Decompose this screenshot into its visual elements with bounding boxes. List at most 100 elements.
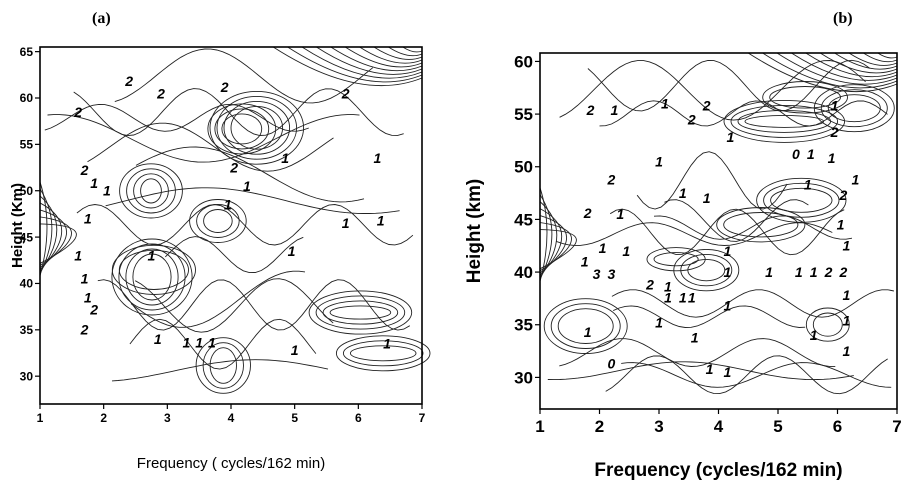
contour-label: 3 (608, 266, 616, 282)
contour-label: 1 (765, 264, 773, 280)
contour-line (388, 46, 423, 57)
contour-label: 1 (616, 206, 624, 222)
y-axis-label: Height (km) (464, 179, 485, 284)
contour-cell (315, 295, 406, 330)
x-tick-label: 2 (100, 411, 107, 425)
x-tick-label: 7 (419, 411, 426, 425)
contour-cell (196, 204, 240, 238)
contour-cell (214, 108, 270, 150)
contour-label: 1 (843, 343, 851, 359)
contour-cell (322, 300, 399, 325)
contour-line (47, 114, 360, 163)
contour-line (636, 151, 788, 210)
contour-cell (125, 248, 179, 306)
contour-cell (349, 345, 417, 362)
contour-cell (207, 103, 277, 155)
contour-cell (111, 238, 193, 316)
y-tick-label: 45 (514, 210, 533, 229)
contour-line (402, 46, 423, 53)
contour-label: 2 (80, 322, 89, 338)
contour-label: 1 (724, 243, 732, 259)
contour-line (762, 52, 898, 89)
contour-label: 2 (80, 162, 89, 178)
contour-cell (730, 104, 839, 138)
contour-cell (543, 298, 628, 354)
contour-cell (820, 89, 888, 128)
contour-label: 1 (584, 324, 592, 340)
contour-label: 0 (792, 146, 800, 162)
contour-label: 1 (724, 364, 732, 380)
contour-line (653, 215, 853, 240)
contour-label: 1 (655, 153, 663, 169)
contour-cell (335, 335, 431, 372)
contour-label: 2 (156, 85, 165, 101)
contour-cell (195, 337, 251, 394)
x-tick-label: 2 (595, 417, 604, 436)
panel-label: (b) (833, 10, 853, 27)
contour-label: 1 (703, 190, 711, 206)
contour-label: 1 (622, 243, 630, 259)
contour-label: 1 (727, 129, 735, 145)
contour-label: 2 (229, 159, 238, 175)
contour-line (805, 52, 898, 78)
contour-label: 1 (837, 217, 845, 233)
contour-label: 2 (73, 104, 82, 120)
contour-cell (653, 252, 699, 267)
contour-label: 1 (807, 146, 815, 162)
contour-line (819, 52, 898, 74)
contour-line (776, 52, 898, 85)
contour-line (559, 338, 836, 367)
contour-cell (132, 253, 172, 301)
x-tick-label: 7 (892, 417, 901, 436)
x-axis-label: Frequency (cycles/162 min) (594, 460, 842, 481)
contour-label: 1 (103, 183, 111, 199)
x-tick-label: 6 (833, 417, 842, 436)
contour-line (556, 222, 833, 246)
contour-cell (189, 199, 247, 243)
contour-cell (769, 86, 841, 109)
contour-label: 1 (374, 150, 382, 166)
contour-line (301, 46, 423, 79)
contour-line (129, 318, 317, 370)
x-axis-label: Frequency ( cycles/162 min) (137, 455, 325, 472)
contour-cell (812, 312, 843, 337)
contour-cell (680, 253, 733, 287)
y-tick-label: 35 (514, 316, 533, 335)
x-tick-label: 5 (773, 417, 782, 436)
panel-label: (a) (92, 10, 111, 27)
contour-label: 2 (607, 171, 616, 187)
contour-cell (119, 163, 183, 219)
x-tick-label: 1 (37, 411, 44, 425)
contour-label: 0 (608, 356, 616, 372)
x-tick-label: 1 (535, 417, 544, 436)
contour-label: 1 (851, 171, 859, 187)
contour-label: 1 (342, 215, 350, 231)
y-tick-label: 50 (20, 184, 34, 198)
x-tick-label: 6 (355, 411, 362, 425)
contour-cell (133, 173, 169, 209)
contour-label: 1 (724, 264, 732, 280)
contour-cell (230, 105, 284, 150)
contour-line (272, 46, 423, 87)
contour-line (791, 52, 898, 81)
y-tick-label: 55 (20, 138, 34, 152)
contour-line (664, 199, 809, 242)
contour-cell (550, 303, 621, 349)
contour-cell (687, 258, 726, 282)
contour-line (547, 361, 854, 381)
contour-line (599, 100, 888, 127)
contour-cell (118, 243, 186, 311)
contour-line (613, 305, 806, 328)
contour-line (611, 289, 894, 318)
y-tick-label: 60 (20, 91, 34, 105)
contour-cell (646, 247, 706, 272)
contour-line (559, 60, 866, 121)
contour-line (105, 187, 400, 214)
contour-line (587, 59, 871, 112)
contour-label: 2 (645, 277, 654, 293)
contour-label: 1 (148, 248, 156, 264)
contour-label: 1 (208, 335, 216, 351)
contour-label: 1 (679, 185, 687, 201)
contour-line (605, 355, 888, 395)
